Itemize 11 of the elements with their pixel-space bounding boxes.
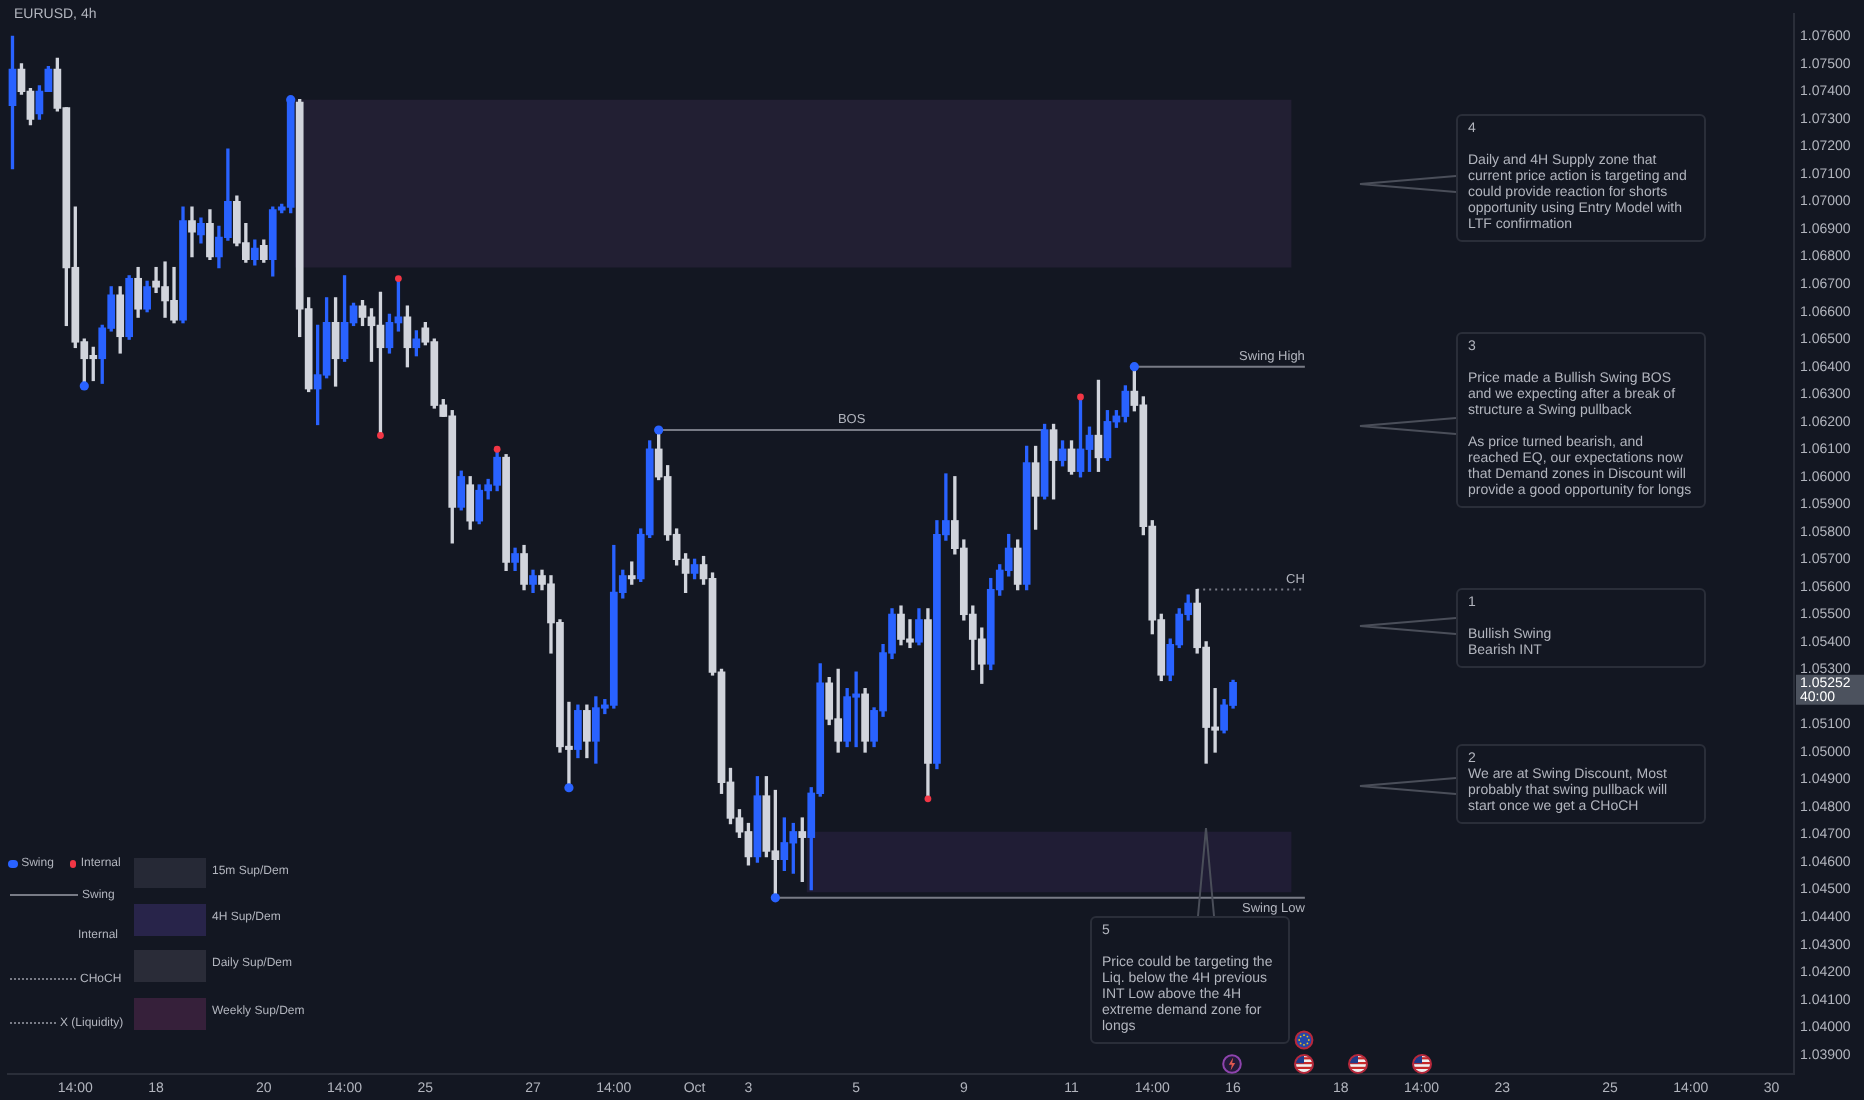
point [1077,393,1084,401]
point [1129,362,1139,372]
point [79,381,89,391]
point [395,275,402,283]
point [770,893,780,903]
point [654,425,664,435]
point [493,445,501,453]
point [377,432,384,439]
candlestick [188,206,196,258]
point [924,795,932,803]
point [564,783,574,793]
